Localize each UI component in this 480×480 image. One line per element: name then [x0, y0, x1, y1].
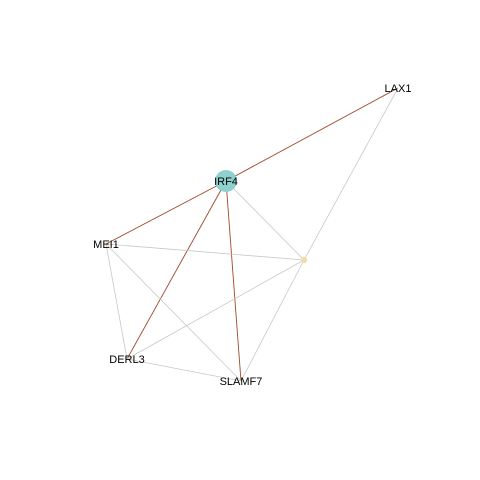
edge-mei1-slamf7: [105, 243, 242, 382]
edge-irf4-unlabeled: [225, 180, 305, 261]
edge-lax1-unlabeled: [303, 87, 399, 261]
node-irf4: [215, 170, 237, 192]
edge-mei1-unlabeled: [105, 243, 305, 261]
node-label-slamf7: SLAMF7: [220, 376, 263, 388]
edge-derl3-slamf7: [126, 358, 242, 382]
node-label-irf4: IRF4: [214, 176, 238, 188]
edge-mei1-derl3: [105, 243, 128, 360]
edge-irf4-mei1: [105, 180, 227, 245]
edge-irf4-derl3: [126, 180, 227, 360]
edge-slamf7-unlabeled: [240, 259, 305, 382]
node-label-mei1: MEI1: [93, 239, 119, 251]
labels-layer: IRF4 LAX1 MEI1 DERL3 SLAMF7: [93, 83, 411, 388]
edge-derl3-unlabeled: [126, 259, 305, 360]
edge-irf4-slamf7: [225, 180, 242, 382]
nodes-layer: [215, 170, 308, 264]
node-unlabeled: [300, 256, 308, 264]
edge-irf4-lax1: [225, 87, 399, 182]
node-label-lax1: LAX1: [385, 83, 412, 95]
edges-layer: [105, 87, 399, 382]
node-label-derl3: DERL3: [109, 354, 144, 366]
